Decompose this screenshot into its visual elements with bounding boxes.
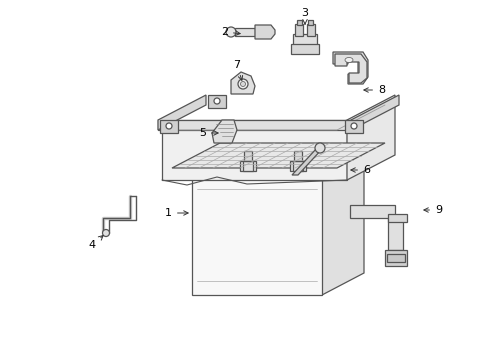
Bar [244,151,252,161]
Polygon shape [160,120,178,133]
Circle shape [166,123,172,129]
Polygon shape [387,254,405,262]
Polygon shape [231,72,255,94]
Polygon shape [322,153,364,295]
Text: 5: 5 [199,128,218,138]
Text: 1: 1 [165,208,188,218]
Polygon shape [235,28,255,36]
Text: 8: 8 [364,85,385,95]
Polygon shape [351,95,399,130]
Polygon shape [333,52,368,84]
Text: 9: 9 [424,205,442,215]
Polygon shape [293,34,317,46]
Circle shape [241,81,245,86]
Bar [290,161,306,171]
Text: 3: 3 [301,8,309,24]
Polygon shape [388,214,407,222]
Text: 4: 4 [89,235,103,250]
Polygon shape [255,25,275,39]
Circle shape [351,123,357,129]
Text: 2: 2 [221,27,240,37]
Polygon shape [388,218,403,250]
Bar [294,151,302,161]
Bar [295,24,303,36]
Polygon shape [345,120,363,133]
Polygon shape [192,175,322,295]
Bar [307,24,315,36]
Polygon shape [292,148,323,175]
Polygon shape [291,44,319,54]
Circle shape [214,98,220,104]
Circle shape [102,230,109,237]
Circle shape [226,27,236,37]
Polygon shape [347,95,395,180]
Polygon shape [158,120,351,130]
Bar [240,161,256,171]
Polygon shape [192,153,364,175]
Text: 6: 6 [351,165,370,175]
Ellipse shape [345,58,353,63]
Circle shape [238,79,248,89]
Polygon shape [385,250,407,266]
Polygon shape [350,205,395,218]
Polygon shape [172,143,385,168]
Polygon shape [212,120,237,143]
Bar [308,20,313,25]
Polygon shape [162,120,347,180]
Bar [297,20,302,25]
Bar [243,161,253,171]
Text: 7: 7 [233,60,243,80]
Polygon shape [335,54,367,83]
Polygon shape [158,95,206,130]
Bar [293,161,303,171]
Circle shape [315,143,325,153]
Polygon shape [208,95,226,108]
